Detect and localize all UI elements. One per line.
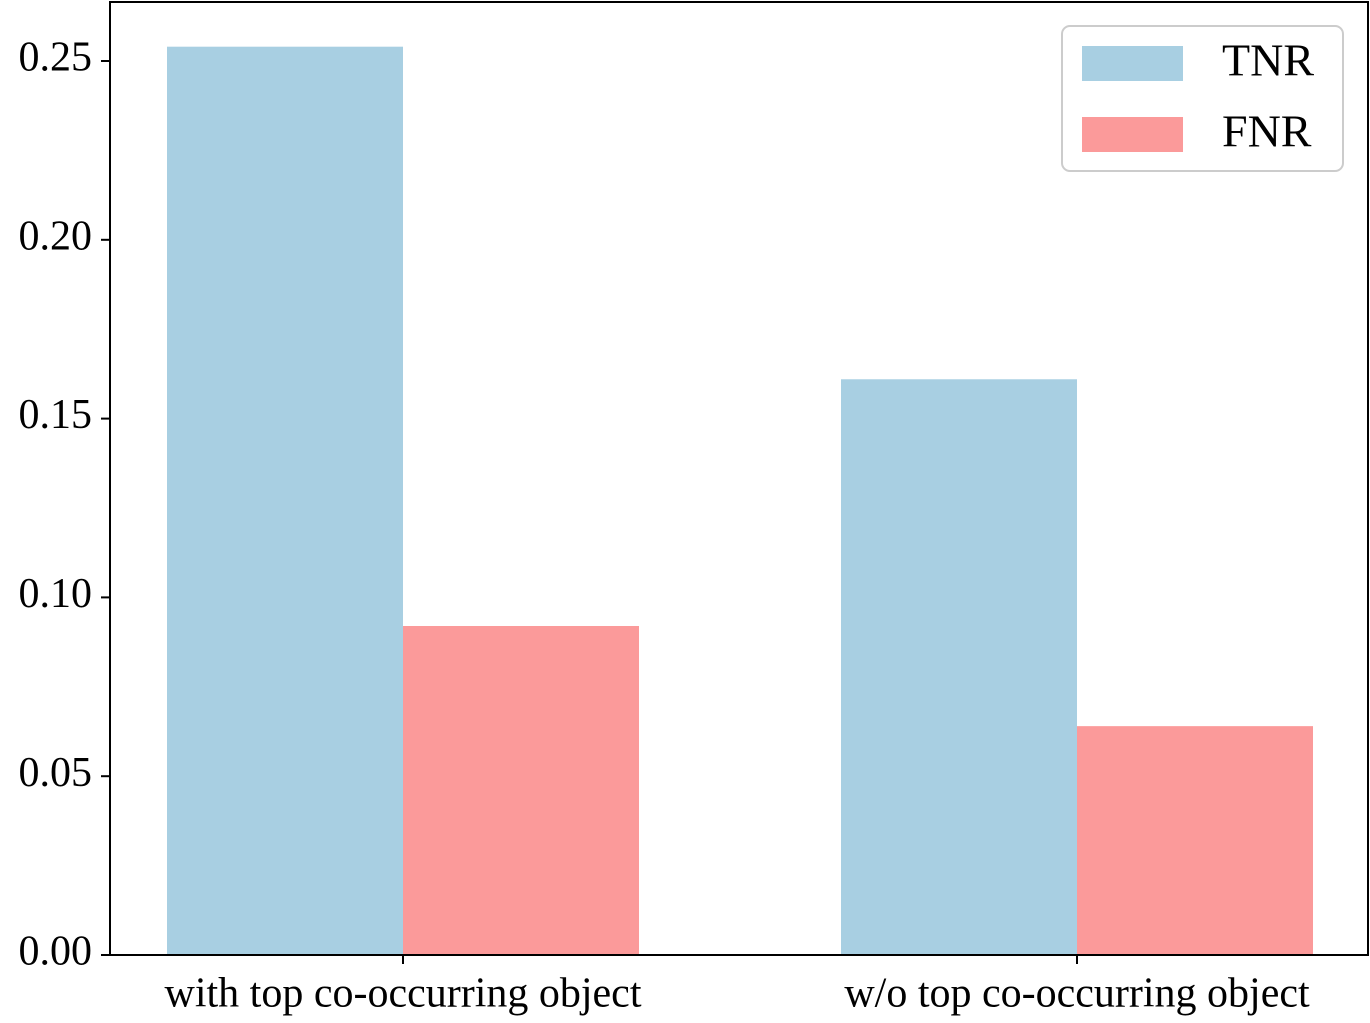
axes-frame [109,1,1369,956]
legend-swatch [1082,117,1183,152]
bar [841,379,1077,955]
legend-label: TNR [1222,35,1314,86]
y-tick-label: 0.25 [19,35,93,81]
x-tick-label: with top co-occurring object [164,971,641,1017]
bar [167,46,403,955]
y-tick-label: 0.15 [19,392,93,438]
y-tick-label: 0.10 [19,571,93,617]
y-tick-label: 0.20 [19,213,93,259]
bar [403,626,639,955]
legend-swatch [1082,46,1183,81]
legend-label: FNR [1222,106,1312,157]
y-tick-label: 0.05 [19,750,93,796]
y-tick-label: 0.00 [19,929,93,975]
bar [1077,726,1313,955]
x-tick-label: w/o top co-occurring object [844,971,1310,1017]
